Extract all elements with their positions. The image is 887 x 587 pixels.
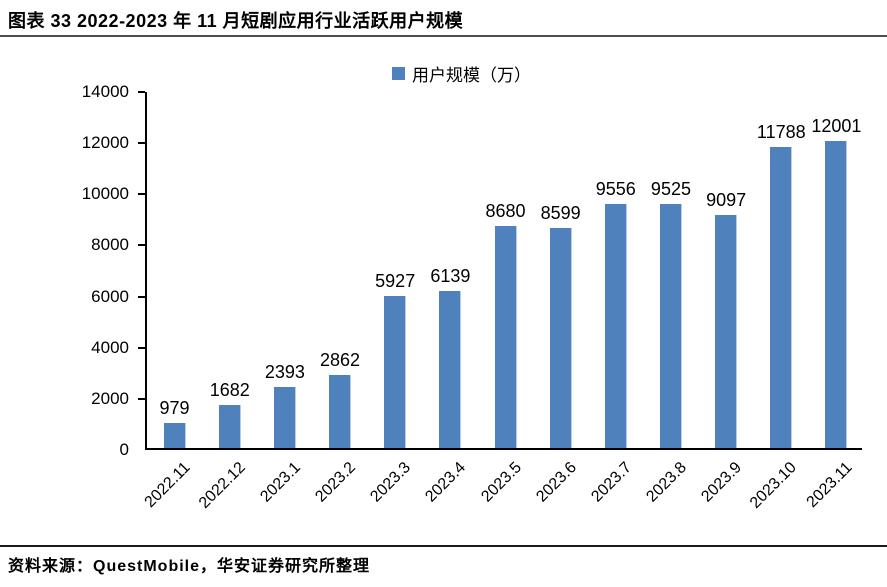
bar-value-label: 9097 xyxy=(706,190,747,210)
x-tick-label: 2022.12 xyxy=(195,459,249,512)
bar-value-label: 12001 xyxy=(811,116,862,136)
bar-value-label: 6139 xyxy=(430,266,471,286)
x-tick-label: 2023.8 xyxy=(643,459,690,506)
y-tick-label: 8000 xyxy=(91,235,129,255)
legend-label: 用户规模（万） xyxy=(412,66,531,85)
bar-value-label: 2393 xyxy=(264,362,305,382)
y-tick-label: 2000 xyxy=(91,388,129,408)
bar xyxy=(549,228,572,448)
y-axis: 0 2000 4000 6000 8000 10000 12000 14000 xyxy=(0,82,145,459)
legend-swatch-icon xyxy=(392,67,405,80)
y-tick-mark xyxy=(138,142,145,145)
bar xyxy=(218,405,241,448)
bar-value-label: 9525 xyxy=(650,179,691,199)
footer-divider xyxy=(0,545,887,547)
bar xyxy=(770,147,793,448)
x-tick-label: 2023.7 xyxy=(588,459,635,506)
x-tick-label: 2023.3 xyxy=(367,459,415,506)
x-axis-labels: 2022.11 2022.12 2023.1 2023.2 2023.3 2023.4 20… xyxy=(141,452,862,530)
y-tick-mark xyxy=(138,295,145,298)
bar xyxy=(659,204,682,448)
source-note: 资料来源：QuestMobile，华安证券研究所整理 xyxy=(8,558,371,575)
x-tick-label: 2023.9 xyxy=(698,459,746,506)
y-tick-mark xyxy=(138,91,145,93)
y-tick-mark xyxy=(138,397,145,400)
bar-value-label: 979 xyxy=(159,398,190,418)
x-tick-label: 2023.6 xyxy=(533,459,580,506)
title-divider xyxy=(0,35,887,37)
x-tick-label: 2023.11 xyxy=(803,459,856,512)
y-tick-label: 0 xyxy=(119,440,129,459)
x-tick-label: 2023.1 xyxy=(257,459,304,506)
bar xyxy=(439,291,462,448)
bar xyxy=(825,141,848,448)
x-tick-label: 2023.10 xyxy=(747,459,801,512)
chart-legend: 用户规模（万） xyxy=(0,61,887,86)
bar-value-label: 8680 xyxy=(485,201,526,221)
bar-value-label: 11788 xyxy=(756,122,806,142)
x-tick-label: 2023.2 xyxy=(312,459,360,506)
y-tick-label: 10000 xyxy=(81,184,129,204)
bar xyxy=(329,375,352,448)
bar xyxy=(384,296,407,448)
y-tick-label: 6000 xyxy=(91,286,129,306)
bar xyxy=(273,387,296,448)
x-tick-label: 2022.11 xyxy=(141,459,194,512)
bar xyxy=(494,226,517,448)
y-tick-label: 12000 xyxy=(81,133,129,153)
y-tick-mark xyxy=(138,346,145,349)
y-tick-mark xyxy=(138,244,145,247)
y-tick-mark xyxy=(138,193,145,196)
bar-value-label: 5927 xyxy=(375,271,416,291)
y-tick-label: 4000 xyxy=(91,337,129,357)
plot-area: 979 1682 2393 2862 5927 6139 8680 8599 9556 9525 9… xyxy=(145,92,862,450)
x-tick-label: 2023.5 xyxy=(477,459,525,506)
legend-item: 用户规模（万） xyxy=(392,61,531,86)
bar-value-label: 2862 xyxy=(320,350,361,370)
y-tick-label: 14000 xyxy=(81,82,129,101)
bar xyxy=(715,215,738,448)
bar xyxy=(163,423,186,448)
bar xyxy=(604,204,627,448)
figure-title: 图表 33 2022-2023 年 11 月短剧应用行业活跃用户规模 xyxy=(8,11,464,31)
bar-value-label: 9556 xyxy=(595,179,636,199)
bar-value-label: 1682 xyxy=(209,380,250,400)
bar-value-label: 8599 xyxy=(540,203,581,223)
x-tick-label: 2023.4 xyxy=(422,459,470,506)
